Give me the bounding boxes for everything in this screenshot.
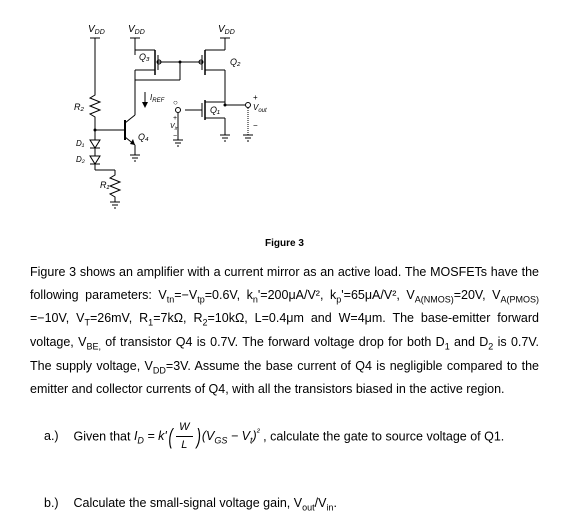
figure-caption: Figure 3 — [30, 238, 539, 249]
svg-text:+: + — [173, 115, 177, 122]
problem-paragraph: Figure 3 shows an amplifier with a curre… — [30, 261, 539, 401]
svg-text:IREF: IREF — [150, 93, 165, 104]
r2-resistor: R₂ — [74, 90, 100, 125]
svg-text:−: − — [173, 133, 177, 140]
q2-transistor: Q₂ — [190, 50, 241, 105]
svg-text:Q₂: Q₂ — [230, 57, 241, 67]
svg-text:−: − — [253, 121, 258, 130]
q3-transistor: Q₃ — [135, 50, 170, 90]
svg-text:○: ○ — [173, 98, 178, 107]
svg-text:Q₄: Q₄ — [138, 132, 149, 142]
svg-text:Q₃: Q₃ — [139, 52, 150, 62]
svg-text:R₁: R₁ — [100, 180, 109, 190]
svg-text:Vin: Vin — [170, 123, 179, 132]
question-b: b.) Calculate the small-signal voltage g… — [44, 493, 539, 515]
vin-terminal — [176, 108, 181, 113]
svg-text:Q₁: Q₁ — [210, 105, 220, 115]
svg-text:D₂: D₂ — [76, 155, 85, 164]
svg-text:Vout: Vout — [253, 103, 267, 114]
iref-arrow: IREF — [142, 92, 165, 108]
question-a: a.) Given that ID = k'(WL)(VGS − Vt)² , … — [44, 419, 539, 455]
circuit-svg: VDD VDD VDD Q₃ — [70, 20, 320, 230]
d2-diode: D₂ — [76, 148, 100, 164]
svg-text:R₂: R₂ — [74, 102, 84, 112]
d1-diode: D₁ — [76, 130, 100, 148]
q4-transistor: Q₄ — [115, 90, 149, 145]
r1-resistor: R₁ — [95, 164, 120, 202]
vdd3-label: VDD — [218, 24, 235, 36]
vdd2-label: VDD — [128, 24, 145, 36]
circuit-figure: VDD VDD VDD Q₃ — [70, 20, 320, 230]
q1-transistor: Q₁ — [185, 100, 225, 135]
svg-text:+: + — [253, 93, 258, 102]
svg-text:D₁: D₁ — [76, 139, 85, 148]
vdd1-label: VDD — [88, 24, 105, 36]
